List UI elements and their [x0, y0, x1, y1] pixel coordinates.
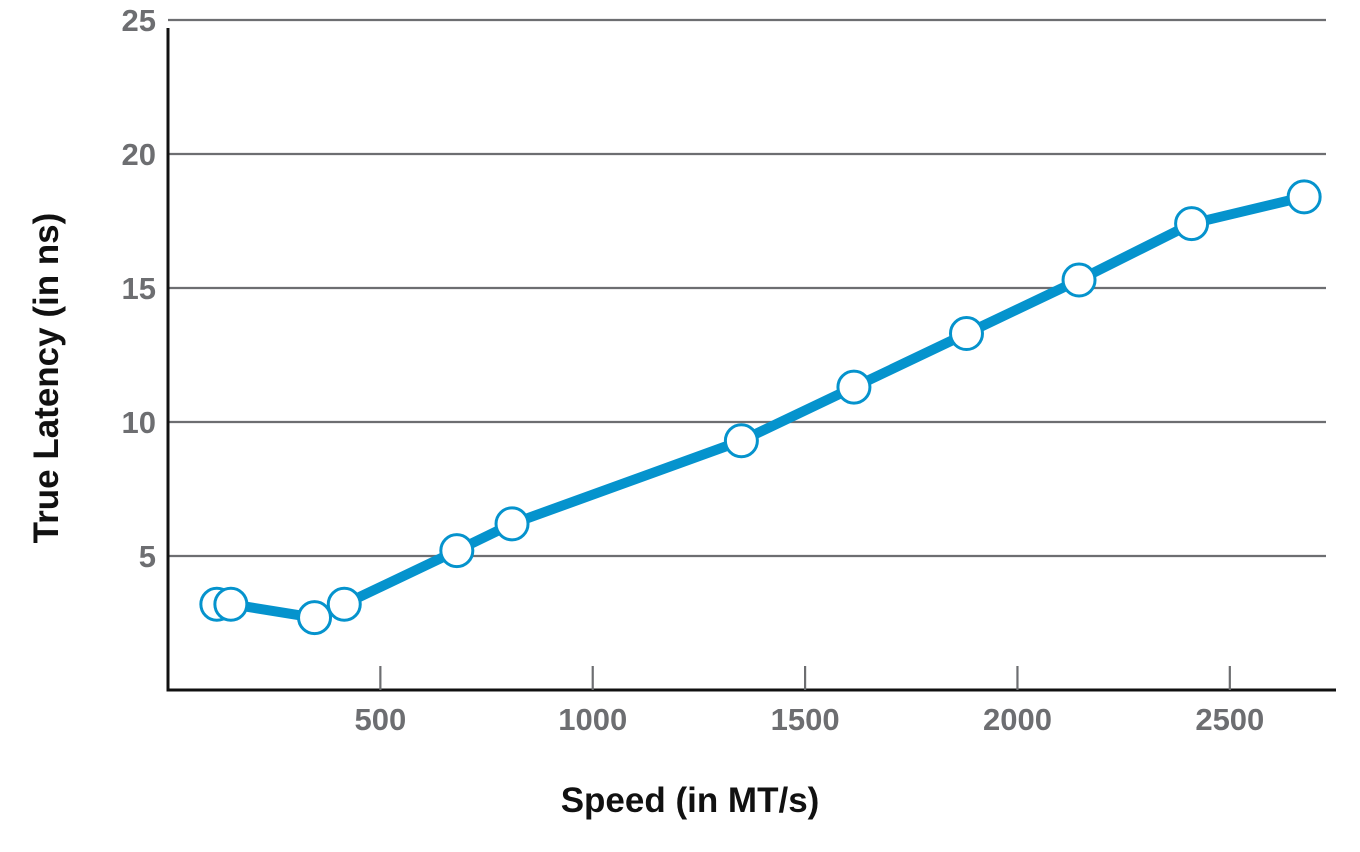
data-point — [439, 533, 475, 569]
tick-labels: 5 10 15 20 25 500 1000 1500 2000 2500 — [122, 3, 1265, 737]
series-layer — [199, 179, 1322, 636]
data-point — [723, 423, 759, 459]
x-tick-label: 2000 — [983, 702, 1052, 737]
y-axis-title: True Latency (in ns) — [27, 213, 66, 544]
data-point — [1286, 179, 1322, 215]
data-point — [1174, 206, 1210, 242]
data-point — [326, 586, 362, 622]
x-tick-label: 500 — [354, 702, 406, 737]
data-point — [948, 316, 984, 352]
axes — [166, 28, 1336, 692]
x-tick-label: 2500 — [1195, 702, 1264, 737]
x-axis-title: Speed (in MT/s) — [561, 781, 820, 820]
data-point — [297, 600, 333, 636]
series-line — [211, 191, 1310, 623]
x-tick-label: 1000 — [558, 702, 627, 737]
gridlines — [168, 18, 1326, 558]
y-tick-label: 20 — [122, 137, 156, 172]
y-tick-label: 15 — [122, 271, 156, 306]
x-tick-label: 1500 — [771, 702, 840, 737]
data-point — [836, 369, 872, 405]
data-point — [1061, 262, 1097, 298]
y-tick-label: 5 — [139, 539, 156, 574]
data-point — [213, 586, 249, 622]
y-tick-label: 25 — [122, 3, 156, 38]
y-tick-label: 10 — [122, 405, 156, 440]
data-point — [494, 506, 530, 542]
